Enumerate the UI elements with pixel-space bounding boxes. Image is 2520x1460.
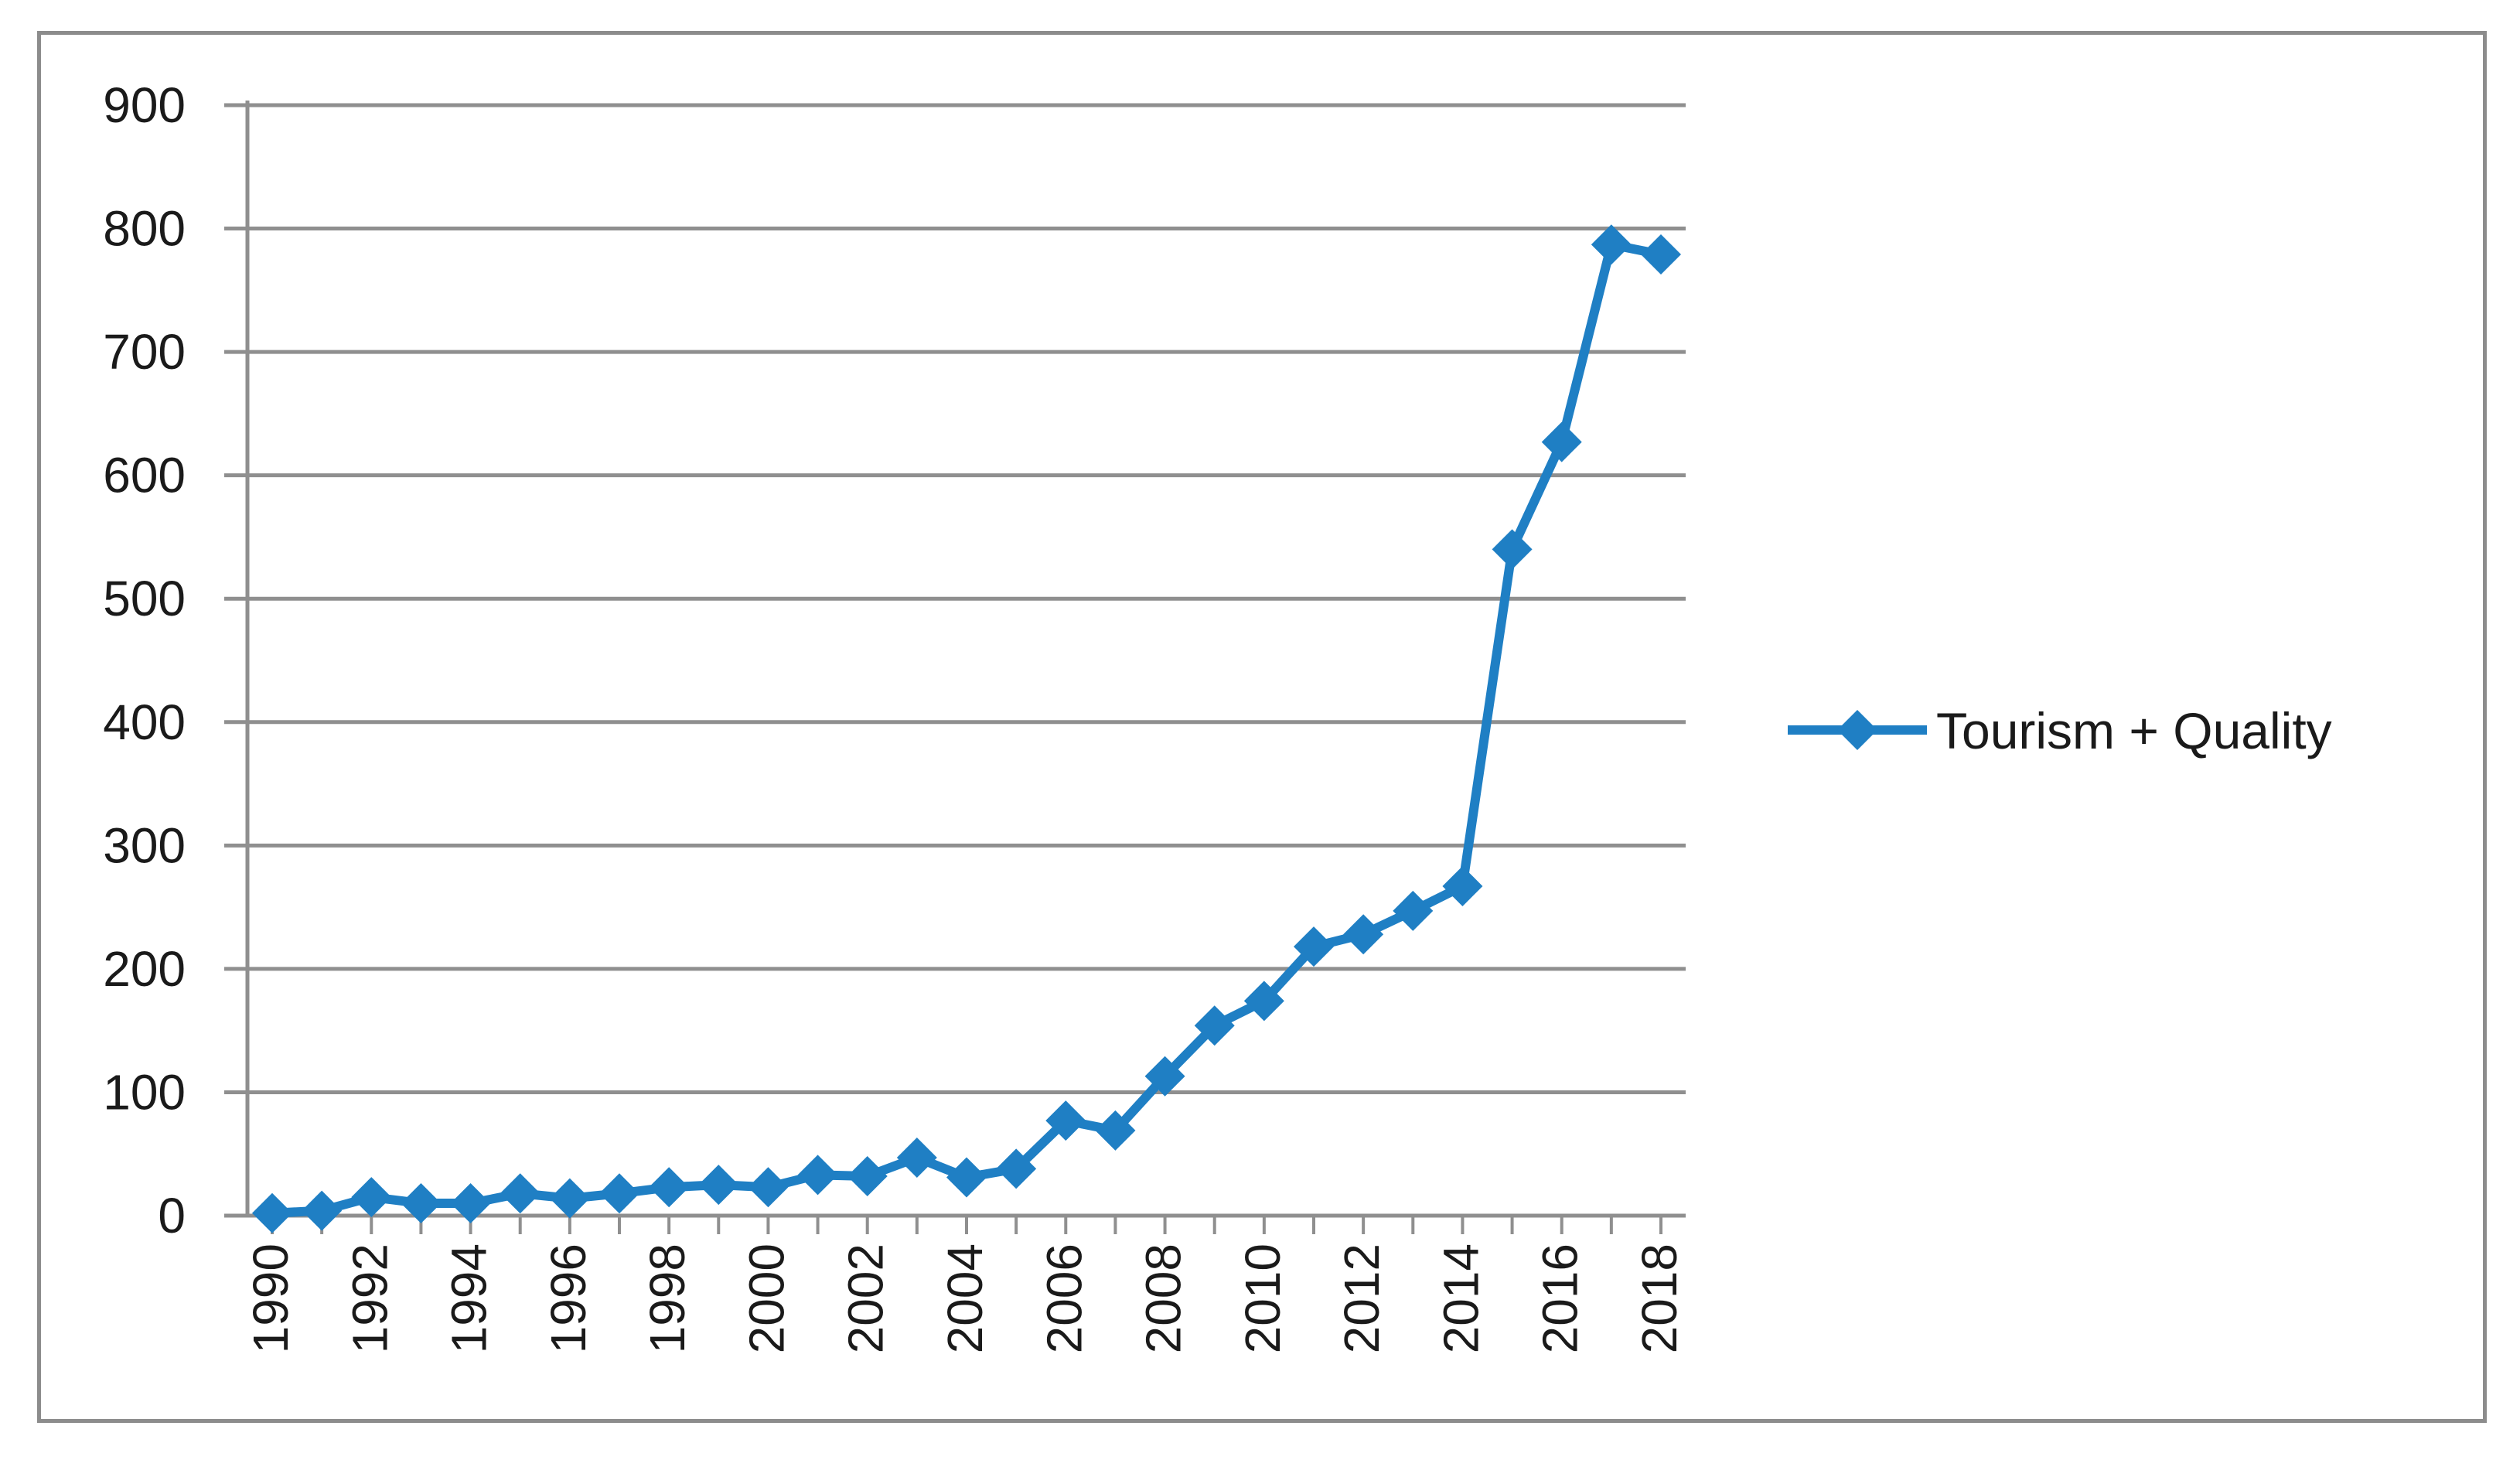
- data-point-marker: [1442, 865, 1483, 906]
- x-tick-label: 1996: [540, 1243, 596, 1353]
- legend-marker: [1837, 710, 1877, 750]
- y-tick-label: 0: [158, 1188, 186, 1243]
- data-point-marker: [1541, 421, 1582, 462]
- legend: Tourism + Quality: [1788, 702, 2332, 759]
- y-tick-label: 100: [103, 1064, 186, 1120]
- data-point-marker: [649, 1167, 690, 1208]
- data-point-marker: [549, 1178, 590, 1219]
- x-tick-label: 1990: [243, 1243, 298, 1353]
- y-axis-ticks: 0 100 200 300 400 500 600 700 800 900: [103, 77, 186, 1243]
- y-tick-label: 700: [103, 324, 186, 380]
- data-point-marker: [450, 1183, 491, 1224]
- data-point-marker: [1294, 926, 1334, 967]
- data-point-marker: [1095, 1110, 1136, 1151]
- y-tick-label: 600: [103, 448, 186, 503]
- y-tick-label: 500: [103, 571, 186, 626]
- x-tick-label: 2006: [1036, 1243, 1092, 1353]
- data-point-marker: [896, 1138, 937, 1179]
- data-point-marker: [797, 1155, 838, 1196]
- data-point-marker: [1243, 981, 1284, 1022]
- data-point-marker: [599, 1173, 639, 1214]
- axes: [224, 101, 1686, 1234]
- x-tick-label: 2014: [1433, 1243, 1488, 1353]
- x-tick-label: 1992: [342, 1243, 397, 1353]
- data-point-marker: [252, 1192, 292, 1233]
- x-tick-label: 2010: [1235, 1243, 1291, 1353]
- x-tick-label: 1994: [442, 1243, 497, 1353]
- data-point-marker: [401, 1183, 442, 1224]
- x-tick-label: 2008: [1136, 1243, 1192, 1353]
- data-point-marker: [1393, 890, 1434, 931]
- x-tick-label: 2002: [838, 1243, 894, 1353]
- data-point-marker: [1045, 1100, 1086, 1141]
- x-tick-label: 2012: [1334, 1243, 1390, 1353]
- x-tick-label: 2016: [1533, 1243, 1588, 1353]
- data-point-marker: [847, 1155, 888, 1196]
- data-point-marker: [302, 1190, 343, 1231]
- y-tick-label: 300: [103, 817, 186, 873]
- x-tick-label: 1998: [639, 1243, 695, 1353]
- data-point-marker: [500, 1173, 540, 1214]
- data-point-marker: [698, 1165, 739, 1206]
- data-point-marker: [1641, 234, 1681, 275]
- data-point-marker: [1591, 224, 1632, 265]
- data-point-marker: [748, 1167, 789, 1208]
- x-axis-ticks: 1990 1992 1994 1996 1998 2000 2002 2004 2006 2008…: [243, 1243, 1687, 1353]
- y-tick-label: 800: [103, 201, 186, 257]
- data-point-marker: [1343, 914, 1384, 955]
- series-layer: [252, 224, 1681, 1233]
- data-point-marker: [1492, 529, 1533, 570]
- legend-label: Tourism + Quality: [1936, 702, 2332, 759]
- y-tick-label: 400: [103, 694, 186, 750]
- y-tick-label: 900: [103, 77, 186, 133]
- data-point-marker: [946, 1157, 987, 1198]
- y-tick-label: 200: [103, 941, 186, 997]
- series-line: [271, 240, 1662, 1218]
- gridlines: [224, 103, 1686, 1094]
- data-point-marker: [1144, 1056, 1185, 1097]
- chart-frame: [37, 31, 2487, 1423]
- data-point-marker: [351, 1177, 392, 1218]
- x-tick-label: 2000: [738, 1243, 794, 1353]
- x-tick-label: 2018: [1632, 1243, 1687, 1353]
- data-point-marker: [996, 1148, 1037, 1189]
- data-point-marker: [1194, 1005, 1235, 1046]
- x-tick-label: 2004: [937, 1243, 993, 1353]
